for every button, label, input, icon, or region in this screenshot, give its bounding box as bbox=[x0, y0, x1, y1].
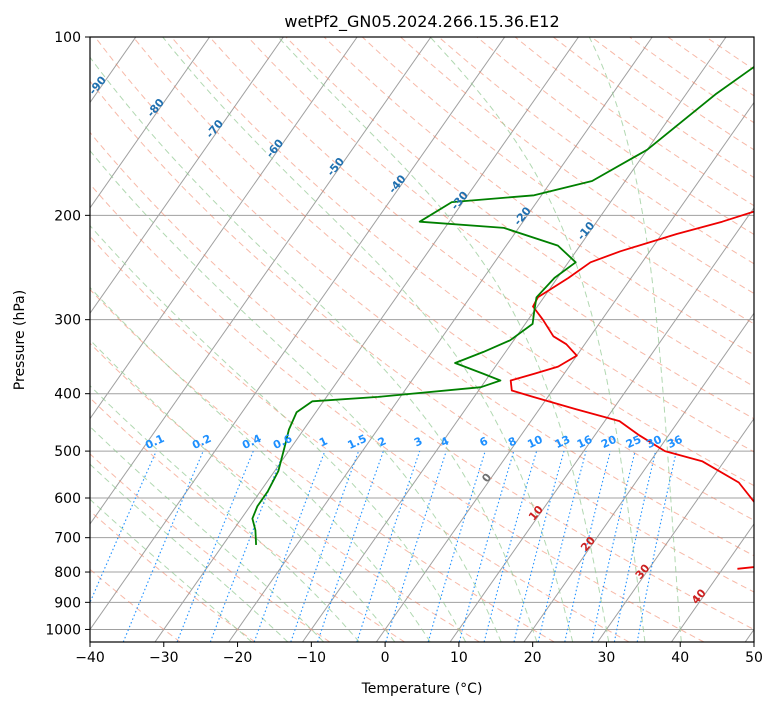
moist-adiabat-line bbox=[588, 37, 682, 642]
isotherm-line bbox=[90, 37, 432, 525]
moist-adiabat-line bbox=[90, 385, 360, 642]
chart-title: wetPf2_GN05.2024.266.15.36.E12 bbox=[284, 12, 559, 32]
dry-adiabat-line bbox=[90, 183, 705, 642]
x-tick-label: 50 bbox=[745, 650, 763, 666]
axes: −40 −30 −20 −10 0 10 20 30 40 50 100 200 300 400 500 60… bbox=[45, 30, 763, 666]
mixing-ratio-label: 36 bbox=[665, 433, 685, 451]
dry-adiabat-line bbox=[90, 131, 754, 630]
isotherm-line bbox=[154, 37, 579, 642]
mixing-ratio-line bbox=[427, 450, 486, 642]
dry-adiabat-line bbox=[90, 288, 555, 642]
x-tick-label: −30 bbox=[149, 650, 179, 666]
moist-adiabat-line bbox=[429, 37, 646, 642]
mixing-ratio-label: 30 bbox=[644, 433, 664, 451]
mixing-ratio-line bbox=[564, 450, 611, 642]
y-tick-label: 200 bbox=[54, 208, 81, 224]
moist-adiabat-line bbox=[90, 224, 467, 642]
y-tick-label: 600 bbox=[54, 491, 81, 507]
isotherm-line bbox=[228, 37, 653, 642]
dry-adiabat-line bbox=[94, 37, 754, 557]
moist-adiabat-line bbox=[90, 498, 253, 642]
y-tick-label: 800 bbox=[54, 565, 81, 581]
dry-adiabat-line bbox=[400, 37, 754, 295]
x-axis-title: Temperature (°C) bbox=[361, 681, 483, 697]
isotherm-line bbox=[449, 206, 754, 642]
mixing-ratio-line bbox=[537, 450, 587, 642]
mixing-ratio-label: 20 bbox=[599, 433, 619, 451]
x-tick-label: 20 bbox=[524, 650, 542, 666]
mixing-ratio-line bbox=[458, 450, 515, 642]
plot-frame bbox=[89, 36, 755, 643]
mixing-ratio-line bbox=[176, 450, 254, 642]
moist-adiabat-line bbox=[90, 339, 396, 642]
x-tick-label: 30 bbox=[598, 650, 616, 666]
dry-adiabat-line bbox=[90, 80, 754, 593]
y-tick-label: 100 bbox=[54, 30, 81, 46]
y-tick-label: 1000 bbox=[45, 622, 81, 638]
mixing-ratio-label: 10 bbox=[525, 433, 545, 451]
dry-adiabat-line bbox=[171, 37, 754, 487]
x-tick-label: 10 bbox=[450, 650, 468, 666]
plot-area bbox=[90, 37, 754, 642]
temperature-profile-line bbox=[509, 210, 754, 570]
mixing-ratio-label: 25 bbox=[624, 433, 643, 451]
dry-adiabat-line bbox=[90, 510, 256, 642]
mixing-ratio-line bbox=[209, 450, 285, 642]
dry-adiabat-line bbox=[90, 235, 630, 642]
x-tick-label: −20 bbox=[223, 650, 253, 666]
isotherm-line bbox=[90, 37, 284, 315]
x-tick-label: −10 bbox=[297, 650, 327, 666]
mixing-ratio-line bbox=[122, 450, 204, 642]
mixing-ratio-label: 16 bbox=[575, 433, 595, 451]
mixing-ratio-line bbox=[483, 450, 538, 642]
dewpoint-profile-line bbox=[251, 65, 754, 545]
mixing-ratio-line bbox=[591, 450, 636, 642]
x-tick-label: −40 bbox=[75, 650, 105, 666]
dry-adiabat-line bbox=[361, 37, 754, 325]
mixing-ratio-line bbox=[253, 450, 326, 642]
dry-adiabat-line bbox=[209, 37, 754, 453]
y-tick-label: 300 bbox=[54, 313, 81, 329]
isotherm-line bbox=[90, 37, 358, 420]
isotherm-line bbox=[523, 312, 754, 642]
moist-adiabat-line bbox=[277, 37, 610, 642]
dry-adiabat-line bbox=[247, 37, 754, 420]
x-tick-label: 40 bbox=[671, 650, 689, 666]
y-axis-title: Pressure (hPa) bbox=[12, 290, 28, 390]
y-tick-label: 400 bbox=[54, 387, 81, 403]
y-tick-label: 500 bbox=[54, 444, 81, 460]
moist-adiabat-line bbox=[90, 463, 289, 642]
dry-adiabat-line bbox=[90, 397, 405, 642]
y-tick-label: 700 bbox=[54, 531, 81, 547]
y-tick-label: 900 bbox=[54, 595, 81, 611]
isotherm-line bbox=[90, 37, 211, 209]
mixing-ratio-line bbox=[290, 450, 360, 642]
dry-adiabat-line bbox=[90, 342, 480, 642]
mixing-ratio-line bbox=[385, 450, 447, 642]
moist-adiabat-line bbox=[90, 56, 538, 642]
mixing-ratio-line bbox=[90, 450, 157, 604]
isotherm-line bbox=[90, 37, 506, 631]
x-tick-label: 0 bbox=[381, 650, 390, 666]
mixing-ratio-label: 13 bbox=[553, 433, 572, 451]
mixing-ratio-line bbox=[317, 450, 384, 642]
isotherm-line bbox=[375, 101, 754, 642]
isotherm-line bbox=[597, 417, 754, 642]
mixing-ratio-line bbox=[356, 450, 421, 642]
mixing-ratio-line bbox=[513, 450, 565, 642]
moist-adiabat-line bbox=[90, 286, 431, 642]
isotherm-line bbox=[671, 523, 754, 642]
